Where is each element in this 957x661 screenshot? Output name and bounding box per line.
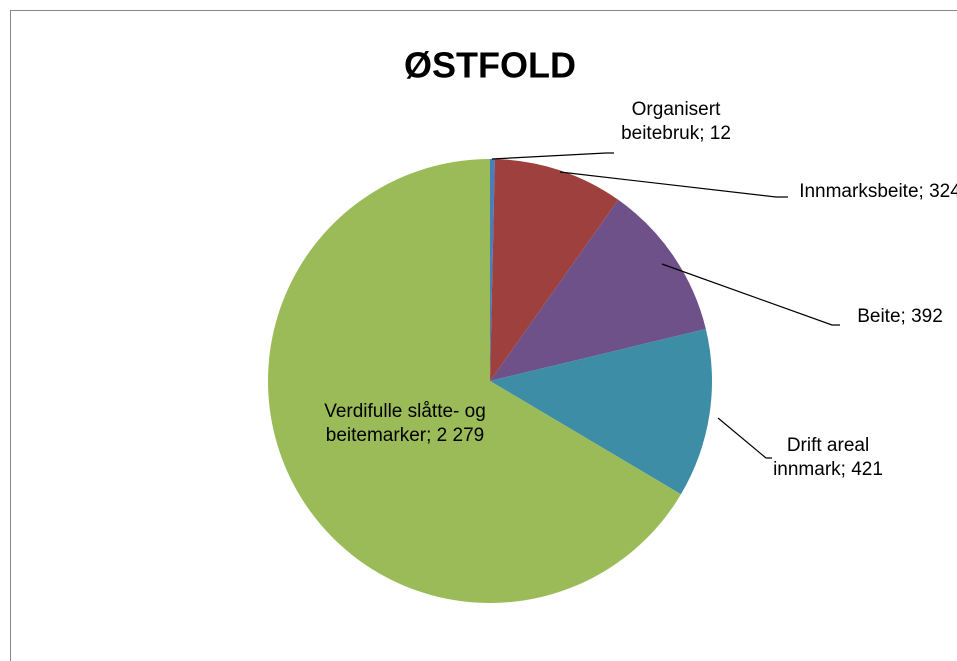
label-separator: ; bbox=[840, 459, 852, 480]
leader-line bbox=[717, 417, 772, 459]
pie-slice bbox=[268, 159, 681, 603]
label-separator: ; bbox=[918, 181, 930, 202]
label-separator: ; bbox=[900, 306, 912, 327]
label-value: 12 bbox=[709, 123, 731, 144]
pie-slice bbox=[490, 328, 712, 495]
pie bbox=[268, 159, 712, 603]
label-separator: ; bbox=[699, 123, 710, 144]
leader-line bbox=[491, 152, 614, 160]
data-label: Organisert beitebruk; 12 bbox=[611, 98, 741, 146]
pie-slice bbox=[490, 159, 495, 381]
label-value: 2 279 bbox=[436, 425, 485, 446]
label-value: 324 bbox=[929, 181, 957, 202]
data-label: Verdifulle slåtte- og beitemarker; 2 279 bbox=[320, 400, 490, 448]
leader-line bbox=[559, 171, 788, 198]
pie-slice bbox=[490, 199, 706, 381]
label-value: 392 bbox=[911, 306, 943, 327]
label-category: Drift areal innmark bbox=[773, 435, 875, 480]
label-category: Innmarksbeite bbox=[799, 181, 919, 202]
label-separator: ; bbox=[426, 425, 437, 446]
data-label: Beite; 392 bbox=[840, 305, 957, 329]
leader-line bbox=[661, 263, 840, 326]
data-label: Innmarksbeite; 324 bbox=[795, 180, 957, 204]
chart-title: ØSTFOLD bbox=[404, 45, 576, 86]
data-label: Drift areal innmark; 421 bbox=[753, 434, 903, 482]
leader-lines bbox=[491, 152, 840, 459]
label-category: Beite bbox=[857, 306, 901, 327]
pie-slice bbox=[490, 159, 619, 381]
label-category: Verdifulle slåtte- og beitemarker bbox=[324, 401, 492, 446]
label-category: Organisert beitebruk bbox=[621, 99, 726, 144]
label-value: 421 bbox=[851, 459, 883, 480]
